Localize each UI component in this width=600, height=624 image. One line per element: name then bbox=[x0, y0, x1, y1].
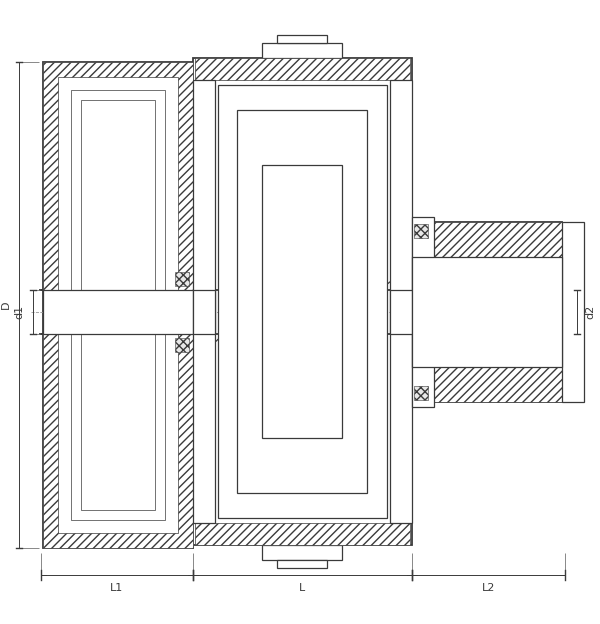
Bar bbox=[412, 257, 562, 367]
Bar bbox=[412, 217, 434, 407]
Bar bbox=[194, 523, 410, 545]
Bar bbox=[442, 262, 532, 362]
Bar bbox=[43, 62, 193, 548]
Bar bbox=[71, 90, 164, 520]
Bar bbox=[562, 222, 584, 402]
Bar bbox=[175, 272, 188, 286]
Bar bbox=[193, 58, 412, 545]
Bar bbox=[277, 36, 328, 43]
Text: L: L bbox=[299, 583, 305, 593]
Text: D: D bbox=[1, 301, 11, 310]
Bar bbox=[427, 262, 547, 362]
Text: L2: L2 bbox=[482, 583, 496, 593]
Bar bbox=[238, 110, 367, 493]
Bar bbox=[175, 338, 188, 352]
Bar bbox=[194, 58, 410, 80]
Bar bbox=[218, 85, 387, 518]
Bar bbox=[80, 100, 155, 510]
Bar bbox=[414, 386, 428, 400]
Bar bbox=[43, 290, 193, 334]
Bar bbox=[262, 165, 343, 438]
Bar bbox=[414, 224, 428, 238]
Bar bbox=[412, 222, 562, 402]
Bar bbox=[412, 367, 562, 402]
Bar bbox=[193, 290, 215, 334]
Bar bbox=[43, 62, 193, 290]
Bar bbox=[193, 80, 215, 523]
Bar bbox=[262, 545, 343, 560]
Bar bbox=[390, 80, 412, 523]
Bar bbox=[277, 560, 328, 568]
Text: d2: d2 bbox=[585, 305, 595, 319]
Text: L1: L1 bbox=[110, 583, 123, 593]
Bar bbox=[43, 334, 193, 548]
Bar bbox=[58, 77, 178, 533]
Bar bbox=[262, 43, 343, 58]
Bar bbox=[390, 290, 412, 334]
Text: d1: d1 bbox=[15, 305, 25, 319]
Bar bbox=[412, 222, 562, 257]
